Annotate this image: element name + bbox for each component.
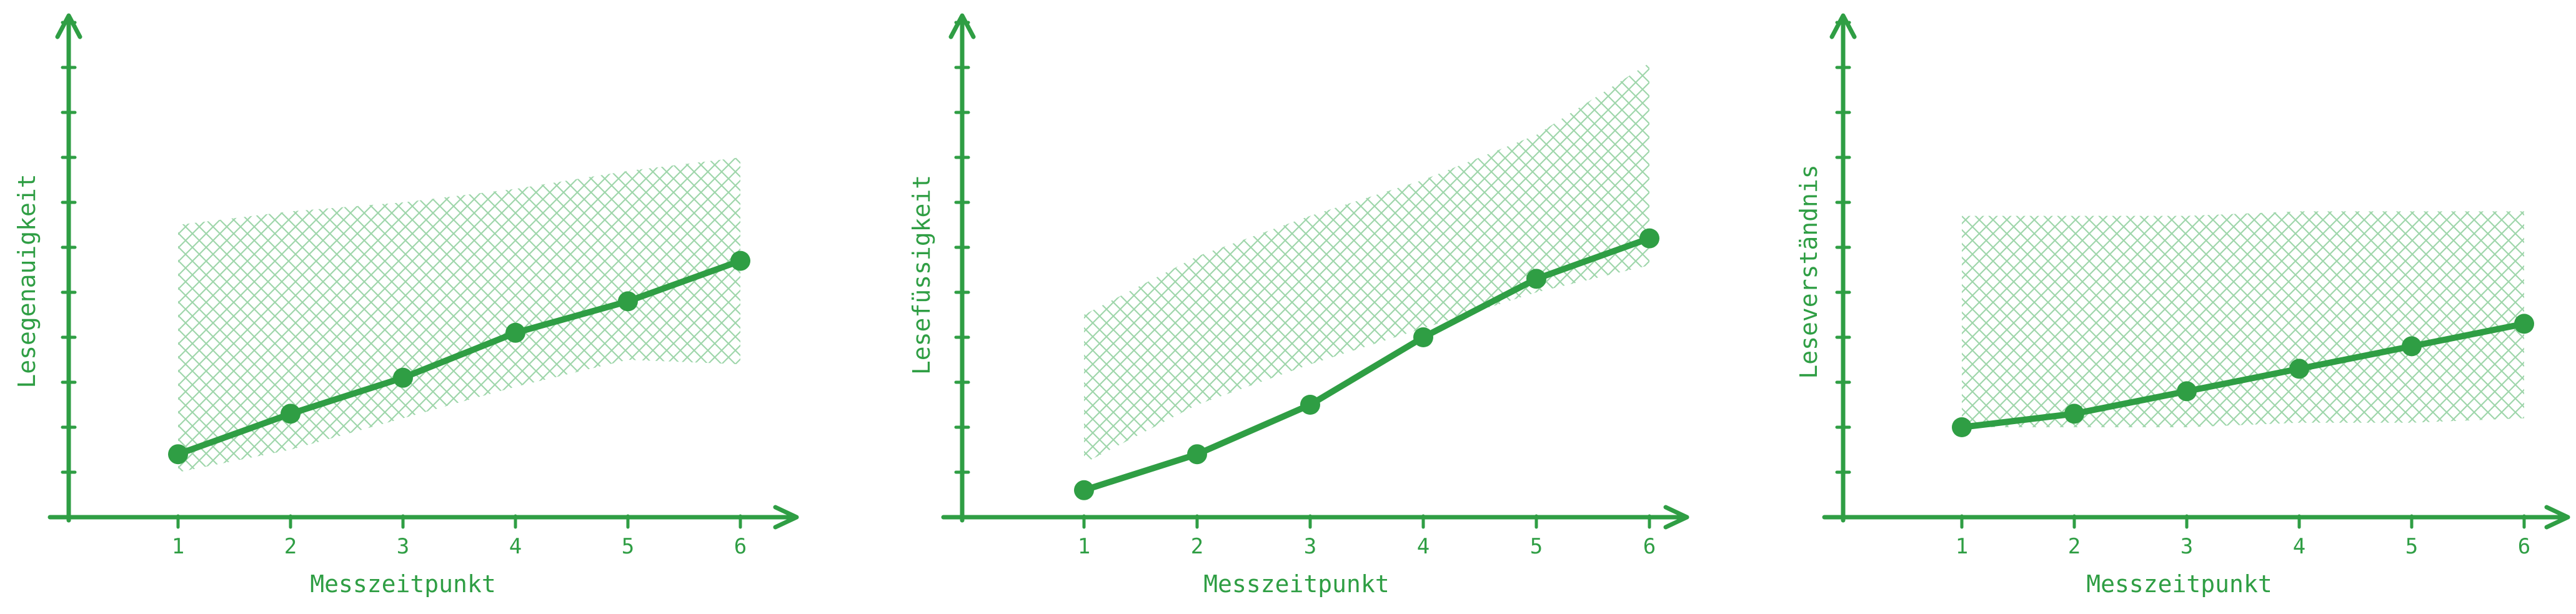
y-axis-3 bbox=[1829, 13, 1857, 523]
x-tick-label: 6 bbox=[734, 534, 747, 559]
x-tick-label: 2 bbox=[2068, 534, 2081, 559]
data-point bbox=[2064, 404, 2084, 424]
x-tick-label: 2 bbox=[284, 534, 297, 559]
x-axis-3 bbox=[1822, 505, 2570, 530]
data-point bbox=[1952, 417, 1972, 437]
plot-area-1: 1 2 3 4 5 6 bbox=[47, 13, 799, 559]
data-point bbox=[618, 291, 638, 312]
data-point bbox=[2402, 336, 2422, 357]
confidence-band-1 bbox=[178, 157, 740, 472]
chart-panel-1: 1 2 3 4 5 6 Messzeitpunkt Lesegenauigkeit bbox=[13, 13, 799, 598]
x-tick-label: 5 bbox=[1530, 534, 1543, 559]
confidence-band-3 bbox=[1962, 211, 2524, 427]
series-line-3 bbox=[1959, 320, 2527, 430]
data-point bbox=[505, 322, 525, 343]
y-axis-label-1: Lesegenauigkeit bbox=[13, 174, 41, 388]
x-tick-label: 4 bbox=[1417, 534, 1430, 559]
data-point bbox=[168, 444, 188, 465]
data-point bbox=[393, 367, 413, 388]
x-tick-label: 3 bbox=[2181, 534, 2193, 559]
data-point bbox=[1413, 327, 1433, 347]
data-point bbox=[1074, 480, 1094, 500]
data-point bbox=[1639, 228, 1659, 249]
data-point bbox=[2514, 314, 2534, 334]
x-tick-label: 3 bbox=[1304, 534, 1316, 559]
x-tick-label: 6 bbox=[1643, 534, 1656, 559]
y-axis-label-3: Leseverständnis bbox=[1795, 164, 1823, 379]
data-point bbox=[1300, 395, 1320, 415]
data-point bbox=[730, 250, 750, 271]
chart-panel-3: 1 2 3 4 5 6 Messzeitpunkt Leseverständnis bbox=[1795, 13, 2570, 598]
series-line-1 bbox=[175, 257, 743, 458]
x-tick-label: 1 bbox=[1078, 534, 1090, 559]
x-tick-label: 4 bbox=[2293, 534, 2305, 559]
chart-panel-2: 1 2 3 4 5 6 Messzeitpunkt Lesefüssigkeit bbox=[908, 13, 1689, 598]
x-axis-2 bbox=[941, 505, 1689, 530]
x-axis-label-1: Messzeitpunkt bbox=[310, 570, 495, 598]
y-axis-label-2: Lesefüssigkeit bbox=[908, 175, 935, 375]
y-axis-2 bbox=[948, 13, 976, 523]
series-line-2 bbox=[1081, 235, 1653, 493]
plot-area-2: 1 2 3 4 5 6 bbox=[941, 13, 1689, 559]
x-tick-label: 3 bbox=[397, 534, 409, 559]
x-axis-label-2: Messzeitpunkt bbox=[1203, 570, 1389, 598]
x-tick-label: 6 bbox=[2518, 534, 2530, 559]
x-tick-label: 2 bbox=[1191, 534, 1203, 559]
x-tick-label: 1 bbox=[1956, 534, 1968, 559]
data-point bbox=[2177, 381, 2197, 402]
confidence-band-2 bbox=[1084, 62, 1649, 463]
x-axis-1 bbox=[47, 505, 799, 530]
x-axis-label-3: Messzeitpunkt bbox=[2086, 570, 2272, 598]
x-tick-label: 4 bbox=[509, 534, 522, 559]
data-point bbox=[281, 404, 301, 424]
x-tick-label: 5 bbox=[2405, 534, 2418, 559]
data-point bbox=[2289, 359, 2309, 379]
data-point bbox=[1526, 269, 1546, 289]
plot-area-3: 1 2 3 4 5 6 bbox=[1822, 13, 2570, 559]
x-tick-label: 5 bbox=[622, 534, 634, 559]
x-tick-label: 1 bbox=[172, 534, 184, 559]
data-point bbox=[1187, 444, 1207, 465]
y-axis-1 bbox=[55, 13, 82, 523]
